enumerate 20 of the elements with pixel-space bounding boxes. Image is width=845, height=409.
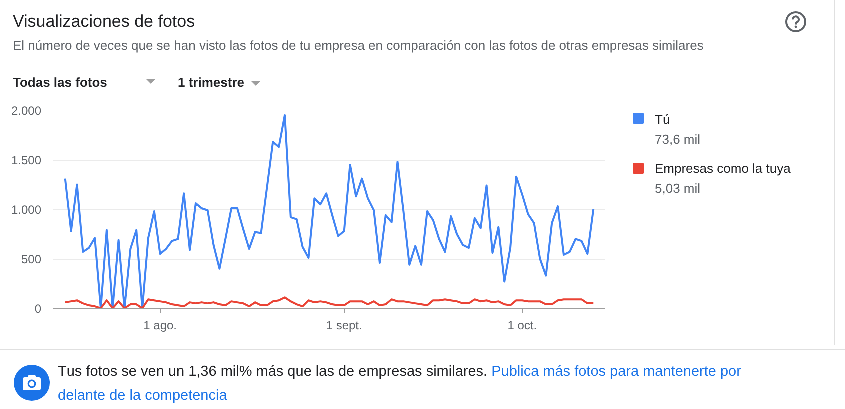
- text: Tus fotos se ven un 1,36 mil% más que las de empresas similares. Publica más fotos para mantenerte por: [58, 364, 742, 380]
- y-tick-label: 1.000: [11, 203, 42, 217]
- y-tick-label: 1.500: [11, 154, 42, 168]
- chart-title: Visualizaciones de fotos: [13, 11, 196, 33]
- x-tick-label: 1 ago.: [144, 318, 178, 332]
- legend-label: Tú: [655, 110, 670, 128]
- chart-subtitle: El número de veces que se han visto las fotos de tu empresa en comparación con las fotos de otras empresas similares: [13, 37, 704, 55]
- y-tick-label: 500: [21, 252, 42, 266]
- line-series: [64, 296, 595, 308]
- text: 1 trimestre: [178, 74, 246, 92]
- line-series: [64, 114, 595, 308]
- x-tick-label: 1 sept.: [326, 318, 362, 332]
- legend-label: Empresas como la tuya: [655, 160, 791, 178]
- text: Todas las fotos: [13, 74, 108, 92]
- x-tick-label: 1 oct.: [508, 318, 538, 332]
- text: 73,6 mil: [655, 130, 701, 148]
- y-tick-label: 2.000: [11, 104, 42, 118]
- text: 5,03 mil: [655, 180, 701, 198]
- y-tick-label: 0: [34, 302, 42, 316]
- text: delante de la competencia: [58, 388, 228, 404]
